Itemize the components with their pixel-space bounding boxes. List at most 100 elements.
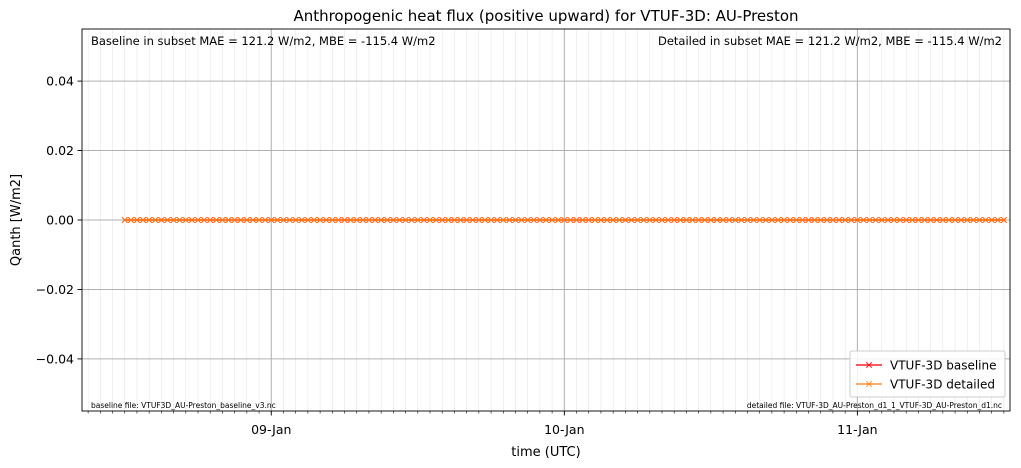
x-tick-label: 09-Jan: [251, 422, 291, 437]
series-marker: [158, 216, 165, 224]
series-marker: [701, 216, 708, 224]
series-marker: [768, 216, 776, 224]
series-marker: [408, 216, 415, 224]
series-marker: [426, 216, 434, 224]
series-marker: [420, 216, 428, 224]
y-tick-label: 0.04: [46, 74, 74, 89]
series-marker: [457, 216, 464, 224]
series-marker: [646, 216, 653, 224]
series-marker: [622, 216, 629, 224]
series-marker: [848, 216, 855, 224]
series-marker: [756, 216, 763, 224]
series-marker: [530, 216, 537, 224]
series-marker: [341, 216, 348, 224]
y-tick-label: 0.02: [46, 143, 74, 158]
series-marker: [695, 216, 702, 224]
series-marker: [432, 216, 440, 224]
legend-items: VTUF-3D baseline VTUF-3D detailed: [856, 358, 997, 391]
series-marker: [958, 216, 965, 224]
series-marker: [774, 216, 782, 224]
series-marker: [475, 216, 482, 224]
series-marker: [896, 216, 904, 224]
series-marker: [329, 216, 336, 224]
series-marker: [231, 216, 238, 224]
series-marker: [652, 216, 660, 224]
series-marker: [439, 216, 446, 224]
series-marker: [445, 216, 452, 224]
series-marker: [164, 216, 171, 224]
series-marker: [268, 216, 275, 224]
series-marker: [152, 216, 159, 224]
series-layer: [121, 216, 1008, 224]
series-marker: [890, 216, 898, 224]
series-marker: [518, 216, 525, 224]
series-marker: [970, 216, 977, 224]
series-marker: [237, 216, 244, 224]
series-marker: [542, 216, 550, 224]
series-marker: [817, 216, 824, 224]
series-marker: [463, 216, 470, 224]
series-marker: [805, 216, 812, 224]
series-marker: [487, 216, 495, 224]
series-marker: [353, 216, 360, 224]
series-1: [121, 216, 1008, 224]
series-marker: [713, 216, 721, 224]
series-marker: [866, 216, 873, 224]
series-marker: [878, 216, 885, 224]
series-marker: [664, 216, 672, 224]
legend-box: [849, 350, 1006, 398]
x-tick-label: 11-Jan: [837, 422, 877, 437]
series-marker: [555, 216, 562, 224]
series-marker: [603, 216, 611, 224]
x-tick-label: 10-Jan: [544, 422, 584, 437]
series-marker: [854, 216, 861, 224]
series-marker: [280, 216, 287, 224]
series-marker: [799, 216, 806, 224]
ticks-layer: 09-Jan 10-Jan 11-Jan 0.04 0.02 0.00 −0.02 −0.04: [36, 74, 1005, 437]
series-marker: [982, 216, 989, 224]
y-tick-label: 0.00: [46, 213, 74, 228]
series-marker: [335, 216, 342, 224]
series-marker: [591, 216, 598, 224]
series-marker: [597, 216, 605, 224]
series-marker: [402, 216, 409, 224]
series-marker: [610, 216, 617, 224]
chart-title: Anthropogenic heat flux (positive upward…: [293, 7, 798, 25]
series-marker: [249, 216, 257, 224]
series-marker: [243, 216, 250, 224]
series-marker: [689, 216, 696, 224]
series-marker: [262, 216, 269, 224]
series-marker: [634, 216, 641, 224]
series-marker: [365, 216, 373, 224]
y-tick-label: −0.02: [36, 282, 74, 297]
legend-swatch-marker: [865, 380, 873, 388]
series-marker: [524, 216, 531, 224]
series-marker: [298, 216, 305, 224]
series-marker: [414, 216, 421, 224]
series-marker: [579, 216, 586, 224]
series-marker: [921, 216, 928, 224]
series-marker: [567, 216, 574, 224]
series-marker: [194, 216, 202, 224]
series-marker: [133, 216, 141, 224]
series-marker: [182, 216, 189, 224]
series-marker: [548, 216, 556, 224]
series-marker: [200, 216, 208, 224]
series-marker: [994, 216, 1001, 224]
detailed-stats-annotation: Detailed in subset MAE = 121.2 W/m2, MBE…: [658, 34, 1002, 48]
series-marker: [207, 216, 214, 224]
series-marker: [139, 216, 147, 224]
series-marker: [658, 216, 666, 224]
series-marker: [286, 216, 293, 224]
series-marker: [170, 216, 177, 224]
series-marker: [829, 216, 837, 224]
legend-label: VTUF-3D baseline: [890, 358, 997, 372]
x-axis-label: time (UTC): [511, 445, 580, 460]
series-marker: [304, 216, 312, 224]
legend: VTUF-3D baseline VTUF-3D detailed: [849, 350, 1006, 398]
series-marker: [933, 216, 940, 224]
series-marker: [573, 216, 580, 224]
baseline-stats-annotation: Baseline in subset MAE = 121.2 W/m2, MBE…: [91, 34, 436, 48]
series-marker: [494, 216, 501, 224]
